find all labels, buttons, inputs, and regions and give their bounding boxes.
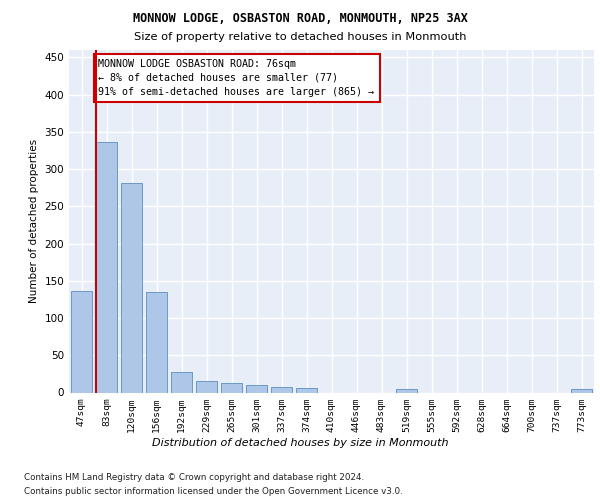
Bar bbox=[71, 291, 92, 392]
Text: Contains public sector information licensed under the Open Government Licence v3: Contains public sector information licen… bbox=[24, 488, 403, 496]
Bar bbox=[246, 385, 267, 392]
Text: MONNOW LODGE, OSBASTON ROAD, MONMOUTH, NP25 3AX: MONNOW LODGE, OSBASTON ROAD, MONMOUTH, N… bbox=[133, 12, 467, 26]
Bar bbox=[571, 389, 592, 392]
Bar bbox=[221, 383, 242, 392]
Y-axis label: Number of detached properties: Number of detached properties bbox=[29, 139, 39, 304]
Bar bbox=[296, 388, 317, 392]
Text: Contains HM Land Registry data © Crown copyright and database right 2024.: Contains HM Land Registry data © Crown c… bbox=[24, 472, 364, 482]
Bar bbox=[271, 388, 292, 392]
Text: Distribution of detached houses by size in Monmouth: Distribution of detached houses by size … bbox=[152, 438, 448, 448]
Bar bbox=[171, 372, 192, 392]
Bar bbox=[146, 292, 167, 392]
Text: MONNOW LODGE OSBASTON ROAD: 76sqm
← 8% of detached houses are smaller (77)
91% o: MONNOW LODGE OSBASTON ROAD: 76sqm ← 8% o… bbox=[98, 59, 374, 97]
Bar bbox=[196, 380, 217, 392]
Bar bbox=[396, 389, 417, 392]
Text: Size of property relative to detached houses in Monmouth: Size of property relative to detached ho… bbox=[134, 32, 466, 42]
Bar bbox=[96, 142, 117, 392]
Bar bbox=[121, 184, 142, 392]
